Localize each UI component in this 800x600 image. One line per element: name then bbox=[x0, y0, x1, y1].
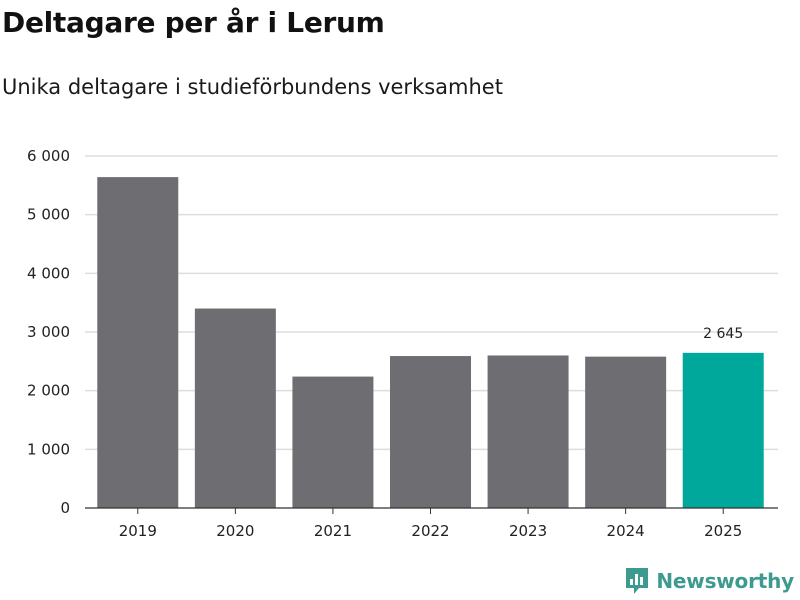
bar-2022 bbox=[390, 356, 471, 508]
newsworthy-brand: Newsworthy bbox=[624, 566, 794, 596]
bar-2023 bbox=[487, 355, 569, 508]
x-tick-label: 2025 bbox=[704, 522, 742, 540]
bar-value-label: 2 645 bbox=[703, 326, 743, 342]
bar-2019 bbox=[97, 177, 179, 508]
y-tick-label: 2 000 bbox=[27, 382, 70, 400]
y-tick-label: 0 bbox=[60, 499, 70, 517]
x-tick-label: 2019 bbox=[119, 522, 157, 540]
bar-chart-logo-icon bbox=[626, 568, 649, 594]
bar-2020 bbox=[194, 308, 276, 508]
x-tick-label: 2023 bbox=[509, 522, 547, 540]
bars bbox=[97, 177, 764, 508]
x-tick-label: 2022 bbox=[411, 522, 449, 540]
y-tick-label: 6 000 bbox=[27, 147, 70, 165]
y-tick-label: 4 000 bbox=[27, 264, 70, 282]
x-tick-label: 2021 bbox=[314, 522, 352, 540]
bar-2024 bbox=[585, 356, 667, 508]
labels: 0 1 000 2 000 3 000 4 000 5 000 6 000 2019 2020 2… bbox=[27, 147, 743, 540]
bar-2021 bbox=[292, 376, 374, 508]
brand-name: Newsworthy bbox=[656, 569, 794, 593]
bar-2025 bbox=[682, 352, 764, 508]
axes bbox=[85, 507, 778, 514]
chart-subtitle: Unika deltagare i studieförbundens verks… bbox=[2, 75, 503, 99]
y-tick-label: 5 000 bbox=[27, 206, 70, 224]
x-tick-label: 2020 bbox=[216, 522, 254, 540]
y-tick-label: 3 000 bbox=[27, 323, 70, 341]
chart-title: Deltagare per år i Lerum bbox=[2, 6, 385, 39]
x-tick-label: 2024 bbox=[607, 522, 645, 540]
y-tick-label: 1 000 bbox=[27, 440, 70, 458]
